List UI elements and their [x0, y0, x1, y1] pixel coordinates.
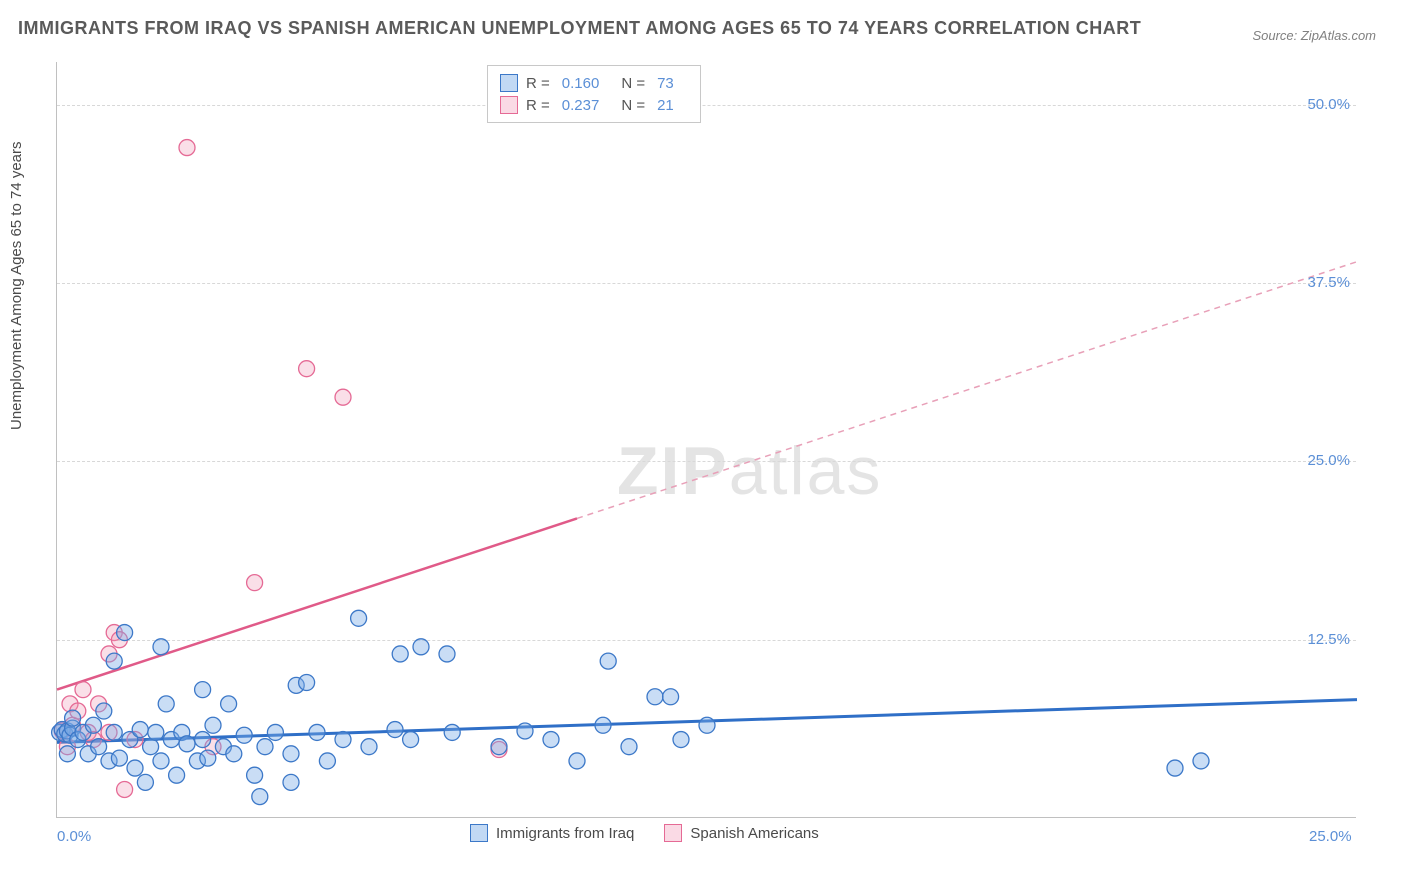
n-value-pink: 21	[657, 97, 674, 114]
legend-label-pink: Spanish Americans	[690, 825, 818, 842]
plot-area: ZIPatlas R = 0.160 N = 73 R = 0.237 N = …	[56, 62, 1356, 818]
n-label: N =	[621, 97, 645, 114]
source-citation: Source: ZipAtlas.com	[1252, 28, 1376, 43]
swatch-blue-icon	[470, 824, 488, 842]
y-tick-label: 12.5%	[1307, 631, 1350, 648]
r-label: R =	[526, 75, 550, 92]
y-tick-label: 37.5%	[1307, 274, 1350, 291]
swatch-pink-icon	[500, 96, 518, 114]
n-label: N =	[621, 75, 645, 92]
chart-title: IMMIGRANTS FROM IRAQ VS SPANISH AMERICAN…	[18, 18, 1141, 39]
y-tick-label: 50.0%	[1307, 96, 1350, 113]
y-axis-label: Unemployment Among Ages 65 to 74 years	[8, 141, 25, 430]
r-value-blue: 0.160	[562, 75, 600, 92]
legend-item-pink: Spanish Americans	[664, 824, 818, 842]
x-tick-label: 25.0%	[1309, 828, 1352, 845]
n-value-blue: 73	[657, 75, 674, 92]
legend-label-blue: Immigrants from Iraq	[496, 825, 634, 842]
x-tick-label: 0.0%	[57, 828, 91, 845]
r-label: R =	[526, 97, 550, 114]
swatch-pink-icon	[664, 824, 682, 842]
stats-row-pink: R = 0.237 N = 21	[500, 94, 688, 116]
swatch-blue-icon	[500, 74, 518, 92]
scatter-chart	[57, 62, 1356, 817]
stats-legend: R = 0.160 N = 73 R = 0.237 N = 21	[487, 65, 701, 123]
y-tick-label: 25.0%	[1307, 452, 1350, 469]
bottom-legend: Immigrants from Iraq Spanish Americans	[470, 824, 819, 842]
legend-item-blue: Immigrants from Iraq	[470, 824, 634, 842]
stats-row-blue: R = 0.160 N = 73	[500, 72, 688, 94]
r-value-pink: 0.237	[562, 97, 600, 114]
